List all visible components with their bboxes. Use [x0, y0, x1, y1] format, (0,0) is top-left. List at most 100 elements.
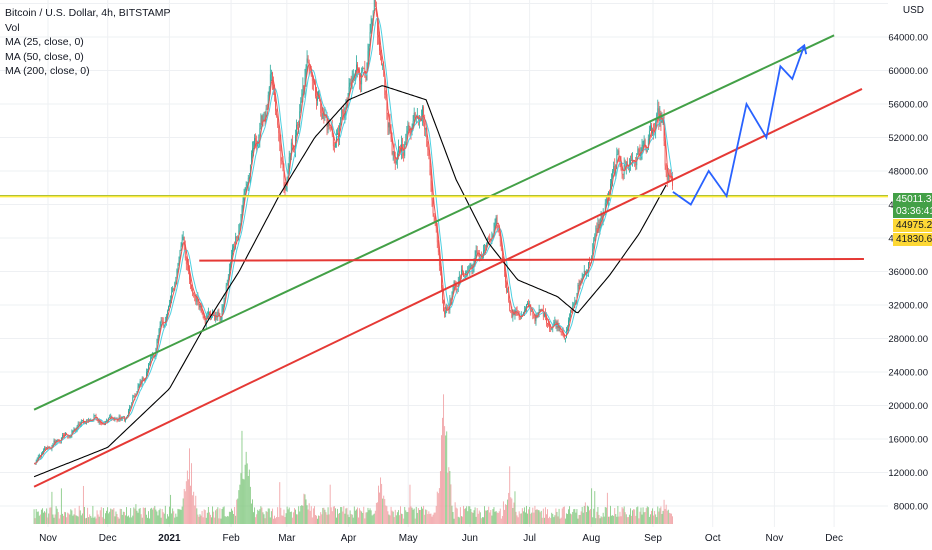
candle-body [171, 292, 173, 300]
candle-body [147, 371, 148, 373]
legend-volume[interactable]: Vol [5, 21, 20, 34]
candle-body [348, 87, 350, 100]
candle-body [109, 417, 111, 418]
volume-bar [266, 511, 268, 524]
candle-body [267, 95, 269, 110]
legend-ma-50[interactable]: MA (50, close, 0) [5, 50, 84, 63]
volume-bar [175, 513, 177, 524]
currency-unit-label[interactable]: USD [902, 5, 924, 16]
candle-body [621, 169, 623, 174]
candle-body [252, 148, 253, 154]
volume-bar [359, 508, 361, 524]
price-axis[interactable]: 8000.00 12000.00 16000.00 20000.00 24000.00 2… [888, 0, 932, 550]
candle-body [564, 337, 566, 339]
volume-bar [84, 506, 85, 524]
volume-bar [364, 518, 366, 524]
volume-bar [647, 507, 649, 524]
volume-bar [522, 511, 524, 524]
candle-body [446, 307, 448, 311]
time-axis[interactable]: Nov Dec 2021 Feb Mar Apr May Jun Jul Aug Sep Oct Nov… [0, 527, 932, 550]
candle-body [232, 247, 233, 256]
candle-body [254, 138, 255, 149]
legend-ma-25[interactable]: MA (25, close, 0) [5, 36, 84, 48]
candle-body [47, 447, 49, 449]
candle-body [493, 228, 495, 236]
volume-bar [292, 512, 294, 524]
volume-bar [82, 485, 84, 524]
volume-bar [177, 508, 179, 524]
volume-bar [240, 473, 242, 524]
volume-bar [486, 510, 488, 524]
volume-bar [501, 515, 503, 524]
time-tick-label: 2021 [158, 533, 181, 544]
candle-body [318, 90, 320, 99]
volume-bar [51, 491, 53, 524]
volume-bar [226, 515, 228, 524]
candle-body [527, 302, 528, 305]
volume-bar [113, 508, 115, 524]
volume-bar [517, 517, 519, 524]
volume-bar [506, 504, 508, 524]
volume-bar [89, 514, 91, 524]
candle-body [452, 287, 454, 296]
candle-body [300, 101, 302, 112]
candle-body [505, 271, 506, 283]
candle-body [455, 284, 457, 289]
volume-bar [55, 506, 57, 524]
volume-bar [648, 516, 650, 524]
volume-bar [284, 517, 286, 524]
volume-bar [535, 509, 537, 524]
volume-bar [95, 518, 97, 524]
volume-bar [622, 508, 624, 524]
legend-ma-200[interactable]: MA (200, close, 0) [5, 65, 90, 77]
volume-bar [396, 512, 398, 524]
candle-body [442, 287, 443, 300]
volume-bar [480, 518, 482, 524]
candle-body [514, 308, 516, 315]
candle-body [260, 115, 262, 129]
volume-bar [651, 510, 652, 524]
candle-body [297, 124, 299, 126]
volume-bar [333, 506, 335, 524]
volume-bar [348, 517, 350, 524]
candle-body [160, 320, 162, 327]
symbol-title[interactable]: Bitcoin / U.S. Dollar, 4h, BITSTAMP [5, 7, 171, 19]
volume-bar [74, 508, 76, 524]
candle-body [580, 281, 582, 283]
candle-body [508, 291, 510, 301]
price-tick-label: 48000.00 [888, 167, 928, 178]
price-tick-label: 28000.00 [888, 334, 928, 345]
volume-bar [307, 509, 309, 524]
time-tick-label: Jun [462, 533, 478, 544]
candle-body [461, 269, 462, 278]
volume-bar [154, 505, 156, 524]
candle-body [387, 114, 389, 128]
volume-bar [445, 435, 447, 524]
volume-bar [107, 507, 109, 524]
candle-body [524, 310, 525, 313]
candle-body [224, 295, 226, 299]
candle-body [391, 139, 393, 155]
volume-bar [351, 514, 353, 524]
volume-bar [525, 512, 526, 524]
volume-bar [282, 515, 284, 524]
candle-body [275, 95, 276, 111]
last-price-badge: 45011.38 [893, 193, 932, 206]
candle-body [371, 18, 373, 25]
volume-bar [493, 507, 495, 524]
candle-body [492, 235, 494, 236]
volume-bar [370, 510, 372, 524]
candle-body [251, 153, 252, 165]
volume-bar [316, 515, 317, 524]
volume-bar [376, 502, 378, 524]
candle-body [480, 255, 482, 258]
volume-bar [232, 510, 233, 524]
ma-200-line [33, 85, 667, 478]
volume-bar [644, 511, 646, 524]
volume-bar [646, 506, 648, 524]
candle-body [506, 282, 507, 292]
candle-body [665, 165, 667, 173]
ma-price-badge: 41830.67 [893, 233, 932, 246]
volume-bar [309, 510, 311, 524]
